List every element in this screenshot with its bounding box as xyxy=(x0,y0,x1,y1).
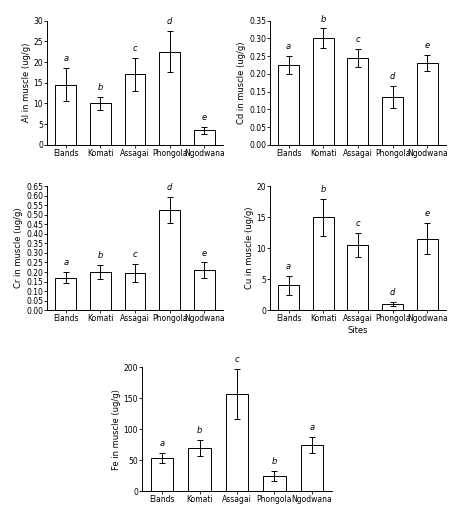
Bar xyxy=(417,239,438,310)
Bar xyxy=(125,273,146,310)
Bar xyxy=(90,103,111,145)
Text: c: c xyxy=(133,44,137,53)
Text: d: d xyxy=(167,17,173,26)
Bar xyxy=(188,448,211,491)
Text: d: d xyxy=(390,288,395,297)
Bar xyxy=(151,458,173,491)
Text: b: b xyxy=(320,14,326,23)
Bar xyxy=(417,63,438,145)
Text: a: a xyxy=(63,54,68,63)
Y-axis label: Cd in muscle (ug/g): Cd in muscle (ug/g) xyxy=(237,41,246,124)
Y-axis label: Fe in muscle (ug/g): Fe in muscle (ug/g) xyxy=(112,389,121,469)
Bar xyxy=(278,65,299,145)
Bar xyxy=(313,217,334,310)
Text: e: e xyxy=(202,249,207,257)
Text: a: a xyxy=(159,439,164,448)
Text: b: b xyxy=(272,457,277,466)
X-axis label: Sites: Sites xyxy=(347,326,368,335)
Bar xyxy=(55,85,76,145)
Bar xyxy=(382,304,403,310)
Text: c: c xyxy=(356,35,360,44)
Text: d: d xyxy=(390,72,395,81)
Y-axis label: Cu in muscle (ug/g): Cu in muscle (ug/g) xyxy=(245,207,254,290)
Text: b: b xyxy=(98,251,103,261)
Y-axis label: Cr in muscle (ug/g): Cr in muscle (ug/g) xyxy=(14,208,23,288)
Text: c: c xyxy=(133,250,137,259)
Y-axis label: Al in muscle (ug/g): Al in muscle (ug/g) xyxy=(22,43,31,123)
Bar xyxy=(278,285,299,310)
Bar xyxy=(125,74,146,145)
Bar xyxy=(226,394,248,491)
Bar xyxy=(263,476,286,491)
Text: b: b xyxy=(197,425,202,435)
Text: c: c xyxy=(356,219,360,227)
Text: a: a xyxy=(286,262,291,271)
Bar xyxy=(194,130,215,145)
Bar xyxy=(347,58,368,145)
Bar xyxy=(194,270,215,310)
Text: a: a xyxy=(310,422,315,432)
Bar xyxy=(347,245,368,310)
Text: e: e xyxy=(425,209,430,218)
Text: b: b xyxy=(320,185,326,193)
Text: a: a xyxy=(63,258,68,267)
Text: c: c xyxy=(235,355,239,364)
Text: e: e xyxy=(202,113,207,122)
Bar xyxy=(159,52,180,145)
Text: e: e xyxy=(425,41,430,51)
Bar xyxy=(301,445,323,491)
Text: a: a xyxy=(286,42,291,51)
Bar xyxy=(159,210,180,310)
Bar xyxy=(382,97,403,145)
Text: d: d xyxy=(167,183,173,192)
Text: b: b xyxy=(98,83,103,92)
Bar xyxy=(55,278,76,310)
Bar xyxy=(90,272,111,310)
Bar xyxy=(313,38,334,145)
